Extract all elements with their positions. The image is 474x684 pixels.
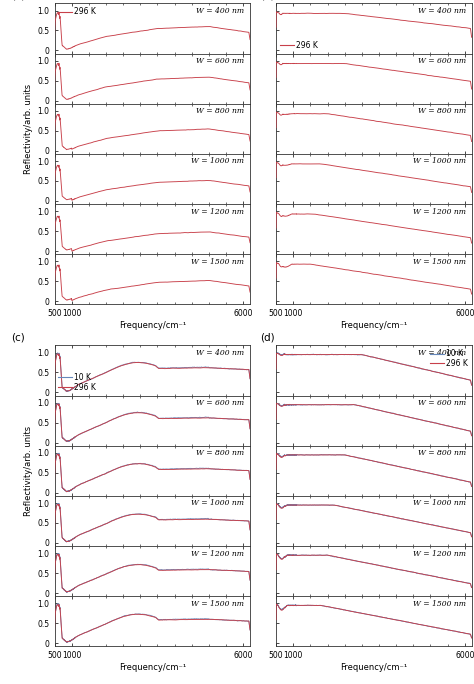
- Text: W = 600 nm: W = 600 nm: [418, 399, 466, 407]
- Text: W = 1000 nm: W = 1000 nm: [191, 499, 244, 508]
- Text: W = 1500 nm: W = 1500 nm: [413, 258, 466, 265]
- Legend: 10 K, 296 K: 10 K, 296 K: [430, 350, 468, 368]
- X-axis label: Frequency/cm⁻¹: Frequency/cm⁻¹: [118, 321, 186, 330]
- Text: W = 800 nm: W = 800 nm: [418, 449, 466, 457]
- Text: W = 600 nm: W = 600 nm: [196, 57, 244, 65]
- Text: W = 800 nm: W = 800 nm: [418, 107, 466, 115]
- X-axis label: Frequency/cm⁻¹: Frequency/cm⁻¹: [340, 663, 408, 672]
- X-axis label: Frequency/cm⁻¹: Frequency/cm⁻¹: [118, 663, 186, 672]
- Text: W = 1500 nm: W = 1500 nm: [413, 600, 466, 607]
- Text: W = 600 nm: W = 600 nm: [196, 399, 244, 407]
- Text: W = 1000 nm: W = 1000 nm: [413, 499, 466, 508]
- Y-axis label: Reflectivity/arb. units: Reflectivity/arb. units: [24, 83, 33, 174]
- Text: W = 400 nm: W = 400 nm: [418, 7, 466, 15]
- Y-axis label: Reflectivity/arb. units: Reflectivity/arb. units: [24, 425, 33, 516]
- Text: W = 400 nm: W = 400 nm: [418, 349, 466, 357]
- Text: W = 1200 nm: W = 1200 nm: [413, 207, 466, 215]
- X-axis label: Frequency/cm⁻¹: Frequency/cm⁻¹: [340, 321, 408, 330]
- Text: (c): (c): [11, 333, 25, 343]
- Text: W = 1200 nm: W = 1200 nm: [191, 549, 244, 557]
- Text: (d): (d): [261, 333, 275, 343]
- Legend: 10 K, 296 K: 10 K, 296 K: [58, 373, 96, 392]
- Text: W = 1000 nm: W = 1000 nm: [191, 157, 244, 166]
- Legend: 296 K: 296 K: [280, 41, 318, 50]
- Legend: 296 K: 296 K: [58, 8, 96, 16]
- Text: W = 1000 nm: W = 1000 nm: [413, 157, 466, 166]
- Text: (a): (a): [11, 0, 26, 1]
- Text: W = 1200 nm: W = 1200 nm: [191, 207, 244, 215]
- Text: W = 800 nm: W = 800 nm: [196, 449, 244, 457]
- Text: W = 1500 nm: W = 1500 nm: [191, 600, 244, 607]
- Text: W = 400 nm: W = 400 nm: [196, 349, 244, 357]
- Text: W = 400 nm: W = 400 nm: [196, 7, 244, 15]
- Text: W = 1500 nm: W = 1500 nm: [191, 258, 244, 265]
- Text: (b): (b): [261, 0, 275, 1]
- Text: W = 800 nm: W = 800 nm: [196, 107, 244, 115]
- Text: W = 1200 nm: W = 1200 nm: [413, 549, 466, 557]
- Text: W = 600 nm: W = 600 nm: [418, 57, 466, 65]
